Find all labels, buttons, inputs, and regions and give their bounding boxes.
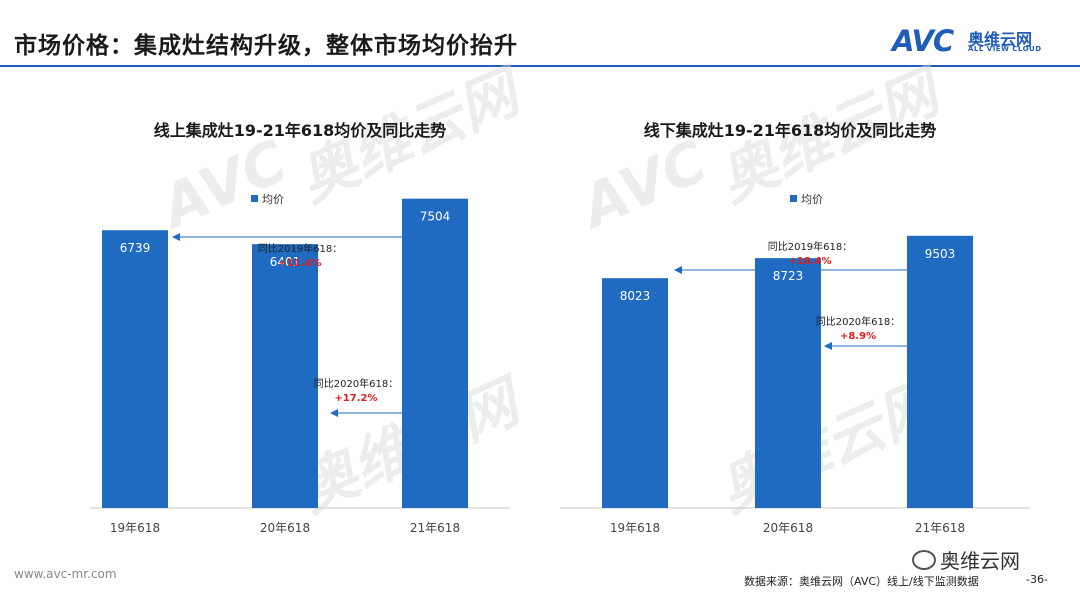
wechat-icon <box>912 550 936 570</box>
logo-cn: 奥维云网 <box>968 30 1033 49</box>
wechat-label: 奥维云网 <box>940 549 1020 573</box>
yoy-value-2020: +17.2% <box>334 393 377 404</box>
bar-1 <box>102 230 168 508</box>
bar-1 <box>602 278 668 508</box>
yoy-label-2019: 同比2019年618： <box>258 242 343 255</box>
online-price-chart: 线上集成灶19-21年618均价及同比走势 均价 6739 19年618 6401 2… <box>90 121 510 535</box>
bar-value-label: 6739 <box>120 241 151 255</box>
bar-value-label: 7504 <box>420 210 451 224</box>
bar-3 <box>907 235 973 509</box>
x-tick-label: 21年618 <box>410 521 460 535</box>
yoy-arrowhead-2020 <box>330 409 338 417</box>
x-tick-label: 19年618 <box>110 521 160 535</box>
footer-url[interactable]: www.avc-mr.com <box>14 567 117 581</box>
page-number: -36- <box>1026 573 1048 586</box>
logo-mark: AVC <box>892 24 954 58</box>
bar-value-label: 8723 <box>773 269 804 283</box>
x-tick-label: 21年618 <box>915 521 965 535</box>
chart-title: 线下集成灶19-21年618均价及同比走势 <box>644 121 937 140</box>
footer-source: 数据来源：奥维云网（AVC）线上/线下监测数据 <box>744 575 979 588</box>
offline-price-chart: 线下集成灶19-21年618均价及同比走势 均价 8023 19年618 8723 2… <box>560 121 1030 535</box>
legend-swatch <box>790 195 797 202</box>
yoy-label-2019: 同比2019年618： <box>768 240 853 253</box>
x-tick-label: 20年618 <box>260 521 310 535</box>
yoy-arrowhead-2020 <box>824 342 832 350</box>
x-tick-label: 19年618 <box>610 521 660 535</box>
yoy-label-2020: 同比2020年618： <box>816 315 901 328</box>
bar-value-label: 8023 <box>620 289 651 303</box>
chart-title: 线上集成灶19-21年618均价及同比走势 <box>154 121 447 140</box>
yoy-value-2019: +18.4% <box>788 256 831 267</box>
x-tick-label: 20年618 <box>763 521 813 535</box>
yoy-value-2019: +11.4% <box>278 258 321 269</box>
legend-label: 均价 <box>262 193 284 206</box>
bar-2 <box>755 258 821 508</box>
yoy-arrowhead-2019 <box>674 266 682 274</box>
yoy-value-2020: +8.9% <box>840 331 876 342</box>
wechat-watermark: 奥维云网 <box>912 545 1020 574</box>
avc-logo: AVC 奥维云网 ALL VIEW CLOUD <box>892 24 1062 64</box>
page-title: 市场价格：集成灶结构升级，整体市场均价抬升 <box>14 33 518 59</box>
header-rule <box>0 65 1080 67</box>
yoy-label-2020: 同比2020年618： <box>314 377 399 390</box>
bar-2 <box>252 244 318 508</box>
legend-label: 均价 <box>801 193 823 206</box>
bar-value-label: 6401 <box>270 255 301 269</box>
logo-en: ALL VIEW CLOUD <box>968 45 1042 53</box>
yoy-arrowhead-2019 <box>172 233 180 241</box>
bar-3 <box>402 198 468 508</box>
legend-swatch <box>251 195 258 202</box>
bar-value-label: 9503 <box>925 247 956 261</box>
